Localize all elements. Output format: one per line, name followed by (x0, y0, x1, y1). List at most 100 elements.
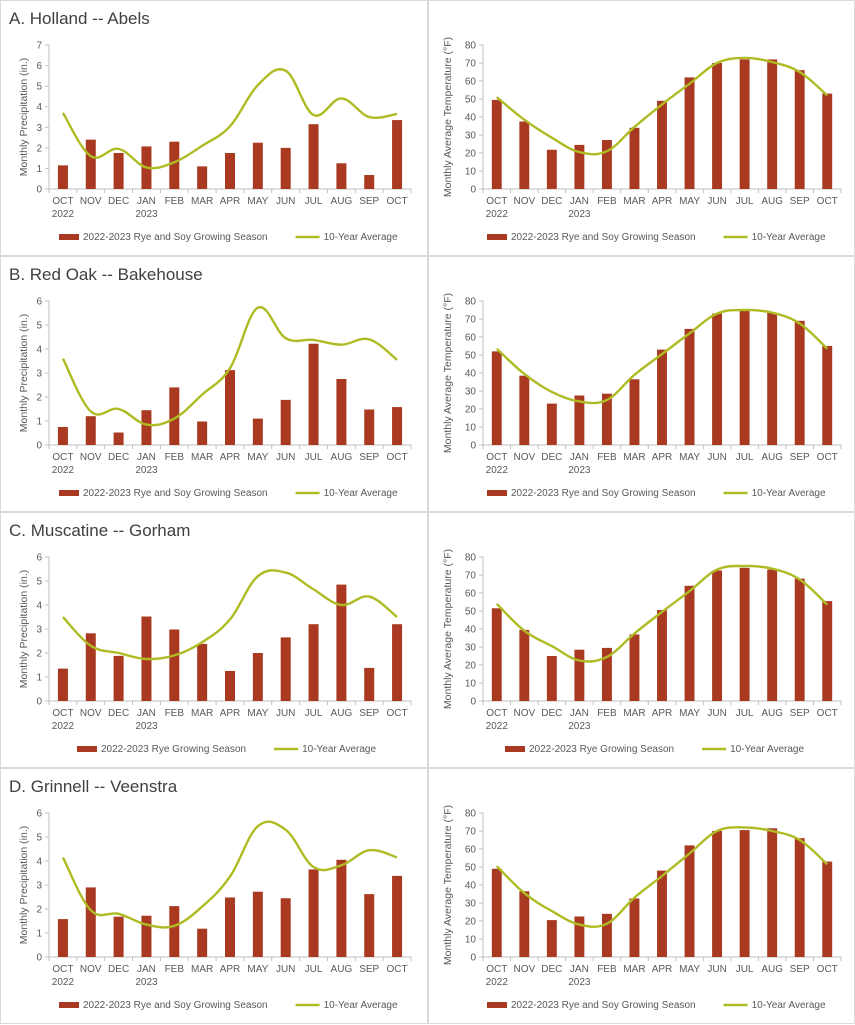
bar (364, 894, 375, 957)
legend-bar-label: 2022-2023 Rye and Soy Growing Season (511, 232, 696, 243)
x-tick-label: APR (652, 964, 673, 975)
x-tick-sublabel: 2023 (135, 721, 158, 732)
x-tick-sublabel: 2023 (135, 465, 158, 476)
x-tick-label: MAR (623, 196, 645, 207)
y-tick-label: 0 (36, 953, 42, 964)
x-tick-label: FEB (165, 452, 185, 463)
y-tick-label: 70 (465, 571, 477, 582)
bar (629, 127, 640, 189)
y-tick-label: 40 (465, 881, 477, 892)
y-tick-label: 50 (465, 351, 477, 362)
x-tick-label: MAY (247, 964, 268, 975)
x-tick-label: FEB (165, 196, 185, 207)
y-tick-label: 80 (465, 297, 477, 308)
chart-svg: 0 1 2 3 4 5 6 Monthly Precipitation (in.) OCT 202… (18, 553, 412, 755)
bar (657, 610, 667, 701)
x-tick-sublabel: 2022 (486, 465, 509, 476)
y-tick-label: 10 (465, 167, 477, 178)
bar (57, 165, 68, 189)
y-axis-label: Monthly Precipitation (in.) (18, 58, 30, 176)
bar (57, 427, 68, 445)
x-tick-label: APR (220, 708, 241, 719)
bar (629, 898, 640, 957)
chart-title: C. Muscatine -- Gorham (9, 521, 191, 540)
x-tick-sublabel: 2022 (52, 465, 75, 476)
x-tick-label: FEB (597, 196, 617, 207)
bar (657, 100, 667, 189)
bar (629, 634, 640, 701)
x-tick-label: NOV (513, 452, 535, 463)
bar (684, 585, 695, 701)
legend-bar-swatch (59, 1002, 79, 1008)
y-tick-label: 30 (465, 899, 477, 910)
bar (684, 328, 695, 445)
y-tick-label: 80 (465, 553, 477, 564)
y-axis-label: Monthly Average Temperature (°F) (442, 293, 454, 453)
chart-panel-c-temp: 0 10 20 30 40 50 60 70 80 Monthly Average Tempera… (428, 512, 855, 768)
y-tick-label: 1 (36, 929, 42, 940)
x-tick-label: AUG (331, 708, 353, 719)
x-tick-label: NOV (513, 964, 535, 975)
legend-bar-label: 2022-2023 Rye and Soy Growing Season (511, 488, 696, 499)
x-tick-label: OCT (486, 196, 507, 207)
bar (712, 831, 723, 957)
bar (546, 656, 557, 701)
x-tick-label: MAR (191, 964, 213, 975)
x-tick-label: JUL (736, 708, 754, 719)
x-tick-label: JUN (276, 964, 295, 975)
y-tick-label: 4 (36, 601, 42, 612)
x-tick-label: JUL (305, 708, 323, 719)
series-line (495, 308, 829, 405)
x-tick-label: DEC (108, 196, 129, 207)
x-tick-label: APR (652, 196, 673, 207)
legend-line-label: 10-Year Average (752, 488, 826, 499)
legend-line-label: 10-Year Average (752, 1000, 826, 1011)
bar (225, 153, 235, 189)
bar (767, 59, 778, 190)
bar (113, 655, 124, 701)
x-tick-label: OCT (817, 452, 838, 463)
bar (491, 608, 502, 701)
bar (197, 643, 208, 701)
x-tick-label: AUG (761, 708, 783, 719)
y-axis-label: Monthly Average Temperature (°F) (442, 37, 454, 197)
bar (629, 379, 640, 445)
y-tick-label: 4 (36, 345, 42, 356)
x-tick-label: DEC (108, 708, 129, 719)
y-tick-label: 10 (465, 423, 477, 434)
x-tick-label: DEC (541, 964, 562, 975)
x-tick-label: OCT (52, 964, 73, 975)
x-tick-label: SEP (790, 196, 810, 207)
y-tick-label: 20 (465, 149, 477, 160)
y-tick-label: 6 (36, 553, 42, 564)
bar (308, 869, 319, 957)
x-tick-label: JAN (137, 708, 156, 719)
y-tick-label: 7 (36, 41, 42, 52)
x-tick-label: JUL (305, 196, 323, 207)
y-tick-label: 6 (36, 809, 42, 820)
y-tick-label: 0 (36, 441, 42, 452)
bar (252, 142, 263, 189)
y-tick-label: 5 (36, 833, 42, 844)
bar (392, 120, 403, 189)
x-tick-label: JAN (137, 964, 156, 975)
bar (601, 140, 612, 189)
legend-line-label: 10-Year Average (324, 488, 398, 499)
bar (601, 393, 612, 445)
bar (574, 395, 585, 445)
chart-title: D. Grinnell -- Veenstra (9, 777, 178, 796)
bar (85, 633, 96, 701)
x-tick-label: JUN (276, 708, 295, 719)
x-tick-label: OCT (387, 708, 408, 719)
chart-svg: 0 10 20 30 40 50 60 70 80 Monthly Average Tempera… (442, 37, 842, 243)
y-tick-label: 70 (465, 315, 477, 326)
legend-bar-label: 2022-2023 Rye Growing Season (529, 744, 674, 755)
bar (767, 828, 778, 957)
x-tick-label: MAY (247, 452, 268, 463)
x-tick-label: JUL (736, 964, 754, 975)
bar (169, 387, 180, 445)
bar (252, 418, 263, 445)
chart-panel-c-precip: C. Muscatine -- Gorham 0 1 2 3 4 5 6 Monthly Pr… (0, 512, 428, 768)
bar (822, 601, 833, 701)
x-tick-label: JUN (707, 964, 726, 975)
